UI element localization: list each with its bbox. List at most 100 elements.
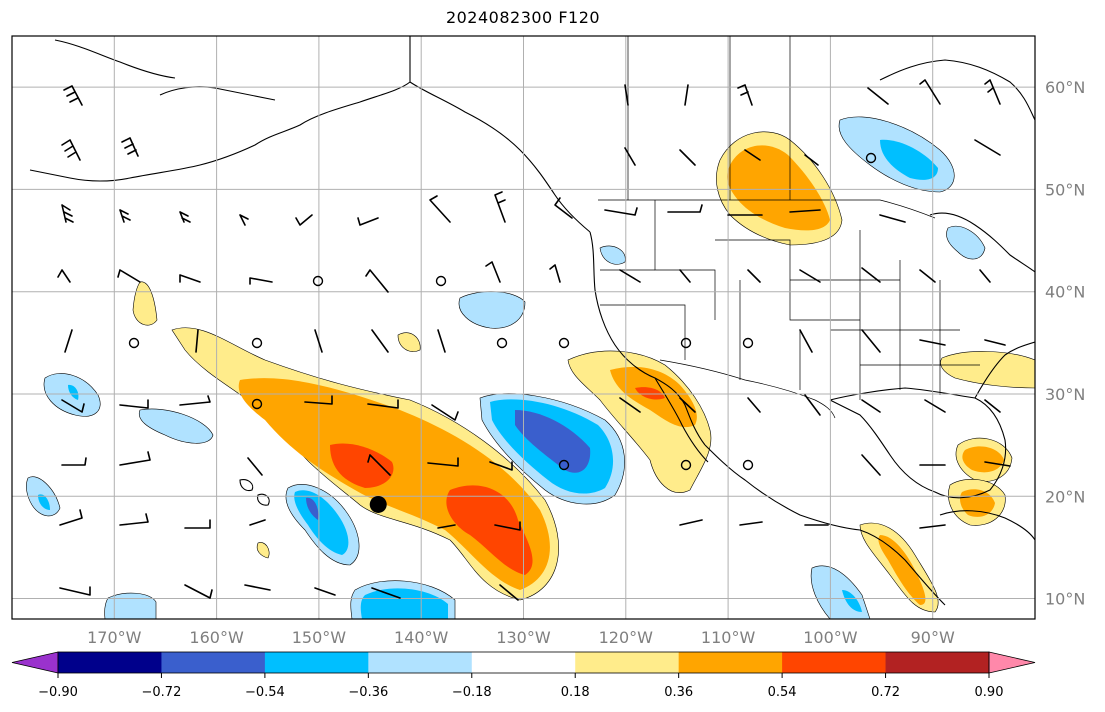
- wind-barb: [979, 269, 991, 283]
- location-marker: [369, 495, 387, 513]
- wind-barb: [427, 457, 459, 467]
- wind-barb: [304, 395, 333, 405]
- lon-label: 150°W: [292, 628, 347, 647]
- wind-barb: [861, 267, 881, 283]
- calm-marker: [251, 337, 263, 349]
- colorbar-segment: [264, 652, 369, 673]
- island-hawaii2: [257, 493, 270, 506]
- wind-barb: [249, 277, 273, 285]
- map-gridlines: [12, 36, 1035, 619]
- lat-label: 20°N: [1045, 487, 1085, 506]
- wind-barb: [879, 214, 906, 223]
- coast-gulf: [829, 387, 1007, 499]
- wind-barb: [59, 586, 91, 596]
- lon-label: 90°W: [911, 628, 955, 647]
- wind-barb: [624, 84, 629, 106]
- political-borders: [598, 36, 980, 419]
- lon-label: 160°W: [189, 628, 244, 647]
- colorbar-tick-label: 0.90: [975, 685, 1004, 700]
- contour-pos-018-texas: [940, 351, 1035, 389]
- calm-marker: [742, 459, 754, 471]
- coast-hudson: [879, 59, 1035, 121]
- wind-barb: [499, 584, 519, 601]
- wind-barb: [679, 397, 696, 413]
- wind-barb: [249, 519, 266, 526]
- coast-great-lakes: [929, 212, 1035, 273]
- colorbar-tick-label: −0.90: [38, 685, 78, 700]
- colorbar-segment: [782, 652, 887, 673]
- colorbar-tick-label: 0.72: [871, 685, 900, 700]
- colorbar-segment: [58, 652, 162, 673]
- calm-marker: [435, 275, 447, 287]
- wind-barb: [431, 404, 459, 421]
- contour-neg-036-w3: [38, 494, 50, 510]
- wind-barb: [295, 214, 313, 226]
- contour-pos-036-plains: [727, 145, 830, 231]
- wind-barb: [739, 521, 763, 526]
- colorbar-segment: [161, 652, 266, 673]
- wind-barb: [247, 457, 263, 476]
- island-hawaii1: [239, 479, 254, 492]
- contour-neg-018-lakes: [946, 226, 986, 260]
- contour-neg-036-eastpac: [842, 590, 862, 612]
- calm-marker: [558, 337, 570, 349]
- wind-barb: [61, 204, 74, 223]
- lat-label: 30°N: [1045, 385, 1085, 404]
- wind-barb: [799, 269, 821, 283]
- coast-westcoast: [589, 231, 706, 446]
- wind-barb: [861, 329, 881, 353]
- calm-marker: [128, 337, 140, 349]
- lat-label: 50°N: [1045, 180, 1085, 199]
- wind-barb: [489, 461, 513, 471]
- lon-label: 130°W: [496, 628, 551, 647]
- contour-neg-036-w1: [68, 384, 79, 400]
- wind-barb: [314, 587, 336, 596]
- coastlines: [29, 36, 1035, 606]
- wind-barb: [984, 461, 1011, 467]
- wind-barb: [61, 399, 85, 413]
- lon-label: 170°W: [87, 628, 142, 647]
- coast-bering: [54, 39, 176, 79]
- contour-neg-018-sw: [104, 592, 157, 619]
- border-state5: [859, 230, 941, 400]
- wind-barb: [429, 195, 451, 223]
- colorbar-tick-label: 0.18: [561, 685, 590, 700]
- colorbar-tick-label: 0.36: [664, 685, 693, 700]
- lat-label: 40°N: [1045, 283, 1085, 302]
- contour-pos-036-gulf: [962, 446, 1004, 473]
- wind-barb: [61, 457, 87, 466]
- contour-pos-054-core1: [330, 443, 394, 488]
- calm-marker: [742, 337, 754, 349]
- contour-pos-036-centam: [878, 535, 926, 605]
- wind-barb: [365, 269, 389, 293]
- wind-barb: [684, 84, 689, 106]
- wind-barb: [244, 584, 271, 591]
- wind-barb: [64, 329, 73, 353]
- calm-marker: [312, 275, 324, 287]
- plot-frame: [11, 35, 1036, 620]
- contour-pos-054-baja: [635, 387, 665, 400]
- wind-barb: [119, 399, 149, 409]
- lon-label: 140°W: [394, 628, 449, 647]
- wind-barb: [184, 584, 213, 599]
- colorbar-tick-label: −0.18: [452, 685, 492, 700]
- wind-barb: [804, 394, 821, 416]
- contour-neg-018-nw: [599, 245, 626, 265]
- wind-barb: [747, 397, 761, 413]
- wind-barb: [747, 269, 761, 283]
- longitude-labels: 170°W 160°W 150°W 140°W 130°W 120°W 110°W 100°W…: [87, 628, 955, 647]
- wind-barb: [984, 339, 1006, 346]
- wind-barb: [919, 339, 946, 346]
- calm-marker: [680, 337, 692, 349]
- latitude-labels: 10°N 20°N 30°N 40°N 50°N 60°N: [1045, 78, 1085, 608]
- wind-barb: [619, 269, 641, 283]
- coast-cuba: [939, 510, 1035, 541]
- colorbar-tick-label: 0.54: [768, 685, 797, 700]
- wind-barb: [195, 329, 199, 353]
- wind-barb: [119, 451, 151, 466]
- contour-pos-018-nepac: [132, 281, 158, 326]
- contour-neg-036-south: [360, 588, 448, 619]
- wind-barb: [799, 329, 813, 353]
- wind-barb: [667, 204, 703, 213]
